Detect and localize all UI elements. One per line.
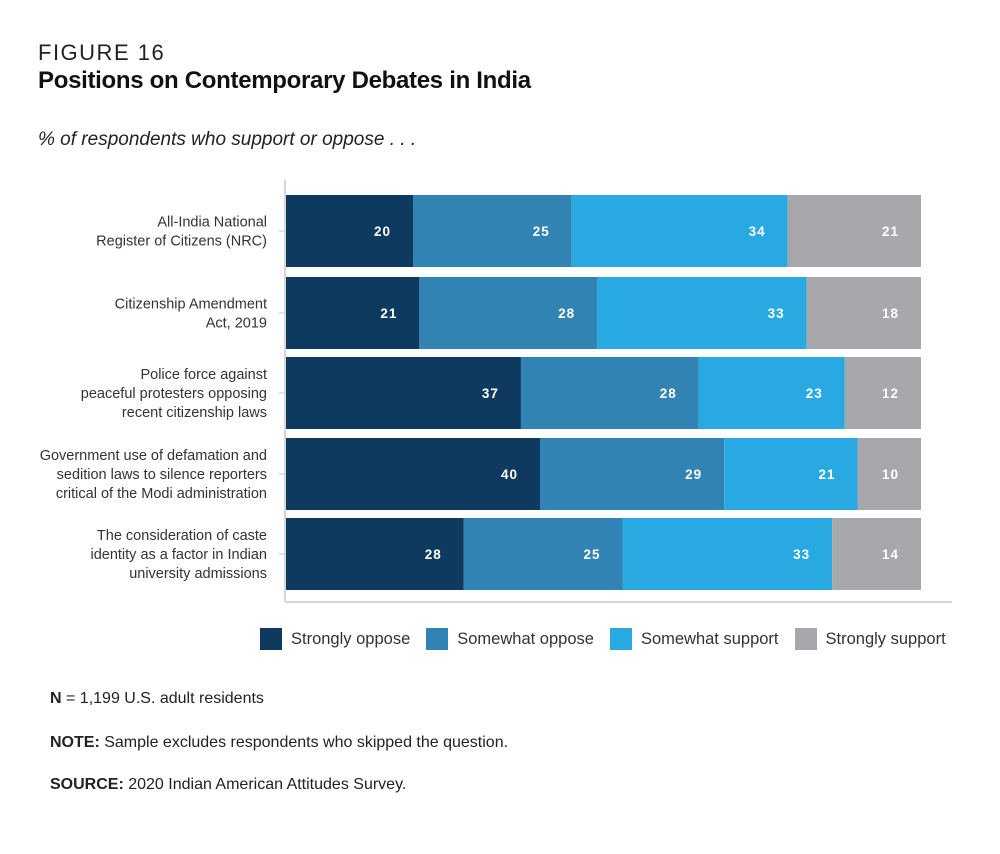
legend-label: Strongly oppose bbox=[291, 629, 411, 648]
bar-segment bbox=[286, 357, 521, 429]
data-label: 21 bbox=[882, 224, 899, 239]
legend-swatch bbox=[260, 628, 282, 650]
data-label: 33 bbox=[793, 547, 810, 562]
data-label: 40 bbox=[501, 467, 518, 482]
category-label: Government use of defamation and sedition… bbox=[40, 448, 267, 502]
legend: Strongly oppose Somewhat oppose Somewhat s… bbox=[260, 628, 946, 650]
figure-label: FIGURE 16 bbox=[38, 40, 166, 65]
bar-segment bbox=[787, 195, 921, 267]
bar-segment bbox=[413, 195, 572, 267]
chart-subtitle: % of respondents who support or oppose .… bbox=[38, 129, 417, 150]
bar-segment bbox=[857, 438, 921, 510]
data-label: 28 bbox=[558, 306, 575, 321]
category-label: The consideration of caste identity as a … bbox=[90, 528, 267, 582]
data-label: 33 bbox=[768, 306, 785, 321]
data-label: 37 bbox=[482, 386, 499, 401]
bar-segment bbox=[540, 438, 725, 510]
legend-swatch bbox=[794, 628, 817, 650]
legend-swatch bbox=[609, 628, 632, 650]
source-note: SOURCE: 2020 Indian American Attitudes S… bbox=[50, 776, 407, 793]
category-label: All-India National Register of Citizens (… bbox=[96, 215, 267, 250]
bar-segment bbox=[286, 518, 464, 590]
data-label: 25 bbox=[533, 224, 550, 239]
data-label: 25 bbox=[584, 547, 601, 562]
data-label: 12 bbox=[882, 386, 899, 401]
data-label: 14 bbox=[882, 547, 899, 562]
data-label: 10 bbox=[882, 467, 899, 482]
bar-segment bbox=[597, 277, 807, 349]
bar-segment bbox=[832, 518, 921, 590]
legend-item: Strongly support bbox=[794, 628, 946, 650]
legend-swatch bbox=[426, 628, 449, 650]
category-label: Citizenship Amendment Act, 2019 bbox=[115, 297, 267, 332]
data-label: 18 bbox=[882, 306, 899, 321]
bar-segment bbox=[286, 277, 420, 349]
legend-item: Somewhat oppose bbox=[426, 628, 594, 650]
bar-segment bbox=[844, 357, 921, 429]
data-label: 21 bbox=[380, 306, 397, 321]
category-label: Police force against peaceful protesters … bbox=[81, 367, 267, 421]
bar-segment bbox=[806, 277, 921, 349]
bar-segment bbox=[286, 438, 540, 510]
data-label: 28 bbox=[425, 547, 442, 562]
bar-segment bbox=[520, 357, 699, 429]
bar-segment bbox=[463, 518, 623, 590]
legend-label: Strongly support bbox=[825, 629, 946, 648]
data-label: 34 bbox=[749, 224, 766, 239]
data-label: 23 bbox=[806, 386, 823, 401]
legend-item: Strongly oppose bbox=[260, 628, 410, 650]
note: NOTE: Sample excludes respondents who sk… bbox=[50, 734, 509, 751]
legend-item: Somewhat support bbox=[609, 628, 779, 650]
data-label: 20 bbox=[374, 224, 391, 239]
chart-title: Positions on Contemporary Debates in Ind… bbox=[38, 67, 531, 94]
data-label: 28 bbox=[660, 386, 677, 401]
bar-segment bbox=[419, 277, 598, 349]
bar-segment bbox=[286, 195, 413, 267]
bar-segment bbox=[698, 357, 845, 429]
bar-segment bbox=[724, 438, 858, 510]
data-label: 21 bbox=[818, 467, 835, 482]
bar-segment bbox=[571, 195, 788, 267]
legend-label: Somewhat support bbox=[640, 629, 779, 648]
sample-size-note: N = 1,199 U.S. adult residents bbox=[50, 690, 264, 707]
data-label: 29 bbox=[685, 467, 702, 482]
legend-label: Somewhat oppose bbox=[457, 629, 594, 648]
bar-segment bbox=[622, 518, 833, 590]
